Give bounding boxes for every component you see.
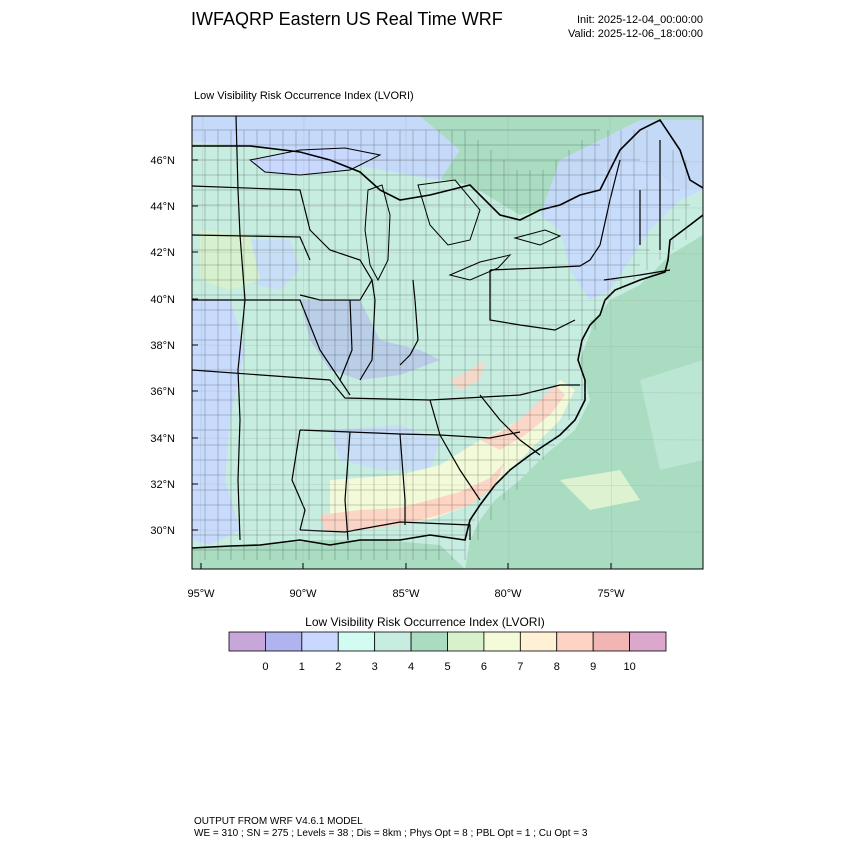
atlantic-light-patch [640, 360, 703, 470]
colorbar-swatch [410, 631, 448, 652]
colorbar-label: 7 [517, 661, 523, 673]
graticule [192, 116, 703, 569]
colorbar-label: 3 [372, 661, 378, 673]
init-time: Init: 2025-12-04_00:00:00 [577, 14, 703, 26]
field-title: Low Visibility Risk Occurrence Index (LV… [194, 90, 414, 102]
lat-tick-label: 42°N [150, 247, 175, 259]
region-west-blue [192, 300, 245, 545]
colorbar-swatch [519, 631, 558, 652]
colorbar-swatch [447, 631, 485, 652]
colorbar-label: 4 [408, 661, 414, 673]
colorbar-label: 8 [554, 661, 560, 673]
region-plains-green [200, 230, 260, 290]
lon-tick-label: 95°W [187, 588, 215, 600]
colorbar-label: 6 [481, 661, 487, 673]
colorbar-label: 0 [262, 661, 268, 673]
lon-tick-label: 75°W [597, 588, 625, 600]
colorbar-swatch [629, 631, 667, 652]
atlantic-shelf [470, 300, 703, 569]
lake-huron [417, 179, 481, 246]
lon-tick-label: 85°W [392, 588, 420, 600]
lat-tick-label: 32°N [150, 479, 175, 491]
lat-tick-label: 46°N [150, 155, 175, 167]
band-appalachian-pink [450, 360, 485, 390]
colorbar-swatch [265, 631, 303, 652]
colorbar-swatch [337, 631, 376, 652]
lake-superior [248, 147, 382, 176]
gulf-of-mexico [192, 540, 465, 569]
colorbar-label: 5 [444, 661, 450, 673]
map-plot-area [192, 116, 703, 569]
colorbar-swatch [592, 631, 630, 652]
colorbar-label: 10 [623, 661, 635, 673]
latitude-axis: 46°N 44°N 42°N 40°N 38°N 36°N 34°N 32°N 30°N [150, 155, 198, 537]
region-southeast-cream [330, 380, 575, 525]
band-gulf-pink [320, 462, 505, 532]
lat-tick-label: 40°N [150, 294, 175, 306]
footer-model-line: OUTPUT FROM WRF V4.6.1 MODEL [194, 816, 363, 827]
colorbar-label: 9 [590, 661, 596, 673]
lake-ontario [513, 229, 562, 246]
region-northeast-blue [540, 120, 703, 300]
lon-tick-label: 80°W [494, 588, 522, 600]
colorbar-label: 1 [299, 661, 305, 673]
region-south-blue [330, 425, 440, 470]
colorbar-label: 2 [335, 661, 341, 673]
region-north-blue [192, 116, 460, 180]
colorbar: 0 1 2 3 4 5 6 7 8 9 10 [228, 631, 667, 673]
atlantic-cream-patch [560, 470, 640, 510]
colorbar-swatch [483, 631, 521, 652]
main-title: IWFAQRP Eastern US Real Time WRF [191, 9, 503, 29]
longitude-axis: 95°W 90°W 85°W 80°W 75°W [187, 563, 625, 600]
lat-tick-label: 38°N [150, 340, 175, 352]
lat-tick-label: 44°N [150, 201, 175, 213]
footer-config-line: WE = 310 ; SN = 275 ; Levels = 38 ; Dis … [194, 828, 588, 839]
lat-tick-label: 30°N [150, 525, 175, 537]
lat-tick-label: 34°N [150, 433, 175, 445]
run-info: Init: 2025-12-04_00:00:00 Valid: 2025-12… [568, 13, 703, 41]
canada-border [192, 118, 703, 221]
lat-tick-label: 36°N [150, 386, 175, 398]
state-borders [192, 116, 671, 541]
band-carolina-pink [480, 385, 565, 450]
colorbar-title: Low Visibility Risk Occurrence Index (LV… [305, 615, 545, 629]
lon-tick-label: 90°W [289, 588, 317, 600]
valid-time: Valid: 2025-12-06_18:00:00 [568, 28, 703, 40]
coastline [192, 214, 703, 549]
model-footer: OUTPUT FROM WRF V4.6.1 MODEL WE = 310 ; … [194, 816, 587, 840]
colorbar-swatch [301, 631, 339, 652]
colorbar-swatch [374, 631, 412, 652]
colorbar-swatch [228, 631, 266, 652]
map-frame [191, 115, 704, 570]
colorbar-swatch [556, 631, 594, 652]
